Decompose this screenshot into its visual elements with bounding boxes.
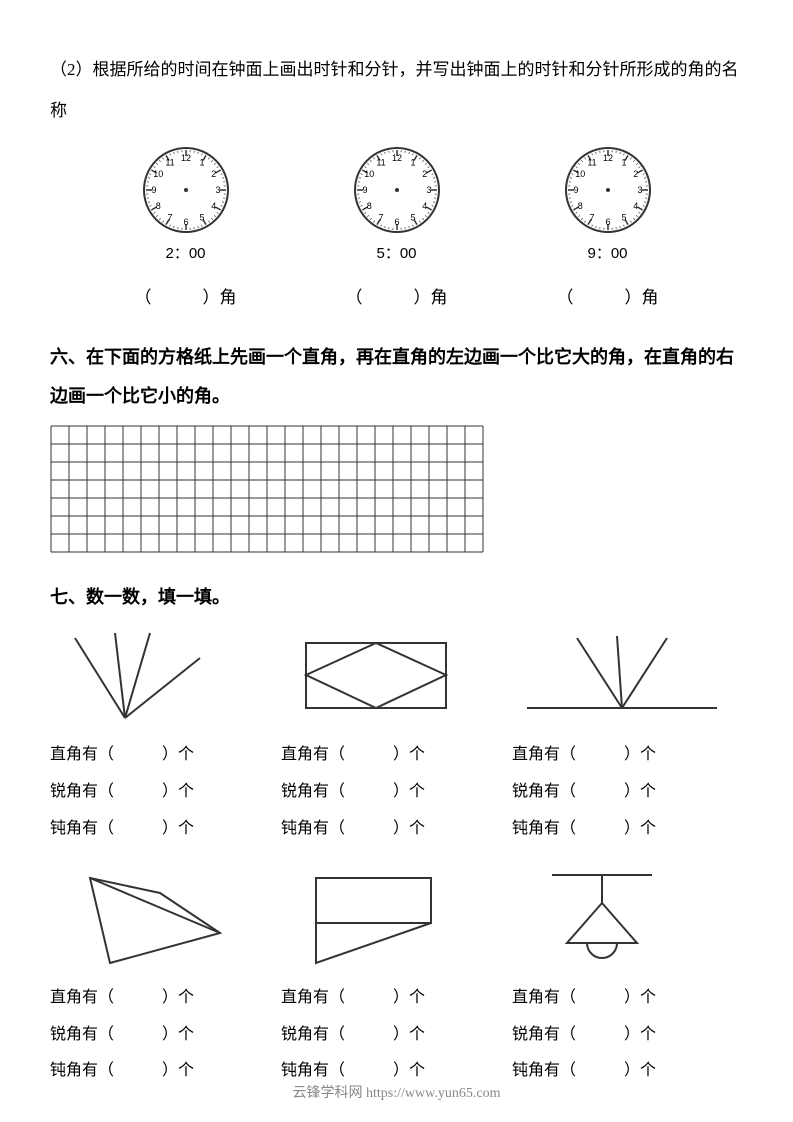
count-acute: 锐角有（ ）个 (281, 774, 512, 811)
svg-text:6: 6 (605, 217, 610, 227)
svg-text:8: 8 (577, 201, 582, 211)
figure-cell: 直角有（ ）个 锐角有（ ）个 钝角有（ ）个 (512, 868, 743, 1090)
answer-blank: （ ）角 (533, 283, 683, 308)
svg-text:8: 8 (155, 201, 160, 211)
clock-answers-row: （ ）角 （ ）角 （ ）角 (50, 283, 743, 308)
clock-face: 123456789101112 (349, 142, 445, 238)
count-right: 直角有（ ）个 (50, 737, 281, 774)
svg-text:12: 12 (180, 153, 190, 163)
count-right: 直角有（ ）个 (281, 737, 512, 774)
svg-text:1: 1 (621, 157, 626, 167)
count-right: 直角有（ ）个 (50, 980, 281, 1017)
svg-text:1: 1 (410, 157, 415, 167)
figures-row-2: 直角有（ ）个 锐角有（ ）个 钝角有（ ）个 直角有（ ）个 锐角有（ ）个 … (50, 868, 743, 1090)
svg-text:4: 4 (422, 201, 427, 211)
svg-text:12: 12 (391, 153, 401, 163)
figure-cell: 直角有（ ）个 锐角有（ ）个 钝角有（ ）个 (281, 868, 512, 1090)
page-footer: 云锋学科网 https://www.yun65.com (0, 1082, 793, 1102)
figure-cell: 直角有（ ）个 锐角有（ ）个 钝角有（ ）个 (281, 625, 512, 847)
svg-text:6: 6 (394, 217, 399, 227)
figure-cell: 直角有（ ）个 锐角有（ ）个 钝角有（ ）个 (50, 625, 281, 847)
count-acute: 锐角有（ ）个 (512, 1017, 743, 1054)
figure-cell: 直角有（ ）个 锐角有（ ）个 钝角有（ ）个 (50, 868, 281, 1090)
question-2-text: （2）根据所给的时间在钟面上画出时针和分针，并写出钟面上的时针和分针所形成的角的… (50, 50, 743, 132)
section-7-title: 七、数一数，填一填。 (50, 578, 743, 618)
count-acute: 锐角有（ ）个 (50, 774, 281, 811)
svg-text:2: 2 (211, 169, 216, 179)
svg-text:7: 7 (167, 212, 172, 222)
svg-text:4: 4 (633, 201, 638, 211)
svg-text:11: 11 (587, 157, 596, 167)
clock-face: 123456789101112 (560, 142, 656, 238)
count-acute: 锐角有（ ）个 (512, 774, 743, 811)
svg-text:11: 11 (376, 157, 385, 167)
clocks-row: 123456789101112 2：00 123456789101112 5：0… (50, 142, 743, 263)
svg-text:5: 5 (410, 212, 415, 222)
svg-text:10: 10 (575, 169, 585, 179)
count-acute: 锐角有（ ）个 (50, 1017, 281, 1054)
clock-face: 123456789101112 (138, 142, 234, 238)
svg-text:7: 7 (589, 212, 594, 222)
grid-svg (50, 425, 484, 553)
clock-time-label: 5：00 (376, 242, 416, 263)
svg-text:9: 9 (151, 185, 156, 195)
clock-time-label: 9：00 (587, 242, 627, 263)
svg-text:12: 12 (602, 153, 612, 163)
svg-text:1: 1 (199, 157, 204, 167)
figure-lamp (512, 868, 743, 968)
svg-text:5: 5 (621, 212, 626, 222)
svg-text:3: 3 (637, 185, 642, 195)
svg-text:4: 4 (211, 201, 216, 211)
answer-blank: （ ）角 (322, 283, 472, 308)
count-acute: 锐角有（ ）个 (281, 1017, 512, 1054)
svg-text:7: 7 (378, 212, 383, 222)
svg-text:2: 2 (422, 169, 427, 179)
figure-flag (281, 868, 512, 968)
svg-text:10: 10 (364, 169, 374, 179)
figure-kite (50, 868, 281, 968)
clock-time-label: 2：00 (165, 242, 205, 263)
svg-text:5: 5 (199, 212, 204, 222)
svg-text:8: 8 (366, 201, 371, 211)
svg-text:2: 2 (633, 169, 638, 179)
count-right: 直角有（ ）个 (281, 980, 512, 1017)
clock-item: 123456789101112 9：00 (560, 142, 656, 263)
clock-item: 123456789101112 2：00 (138, 142, 234, 263)
clock-item: 123456789101112 5：00 (349, 142, 445, 263)
count-obtuse: 钝角有（ ）个 (281, 811, 512, 848)
svg-text:3: 3 (426, 185, 431, 195)
svg-text:9: 9 (573, 185, 578, 195)
count-right: 直角有（ ）个 (512, 980, 743, 1017)
svg-text:10: 10 (153, 169, 163, 179)
count-obtuse: 钝角有（ ）个 (50, 811, 281, 848)
svg-text:11: 11 (165, 157, 174, 167)
count-right: 直角有（ ）个 (512, 737, 743, 774)
count-obtuse: 钝角有（ ）个 (512, 811, 743, 848)
figure-fan-angles (50, 625, 281, 725)
figure-rectangle-diamond (281, 625, 512, 725)
figure-cell: 直角有（ ）个 锐角有（ ）个 钝角有（ ）个 (512, 625, 743, 847)
answer-blank: （ ）角 (111, 283, 261, 308)
figures-row-1: 直角有（ ）个 锐角有（ ）个 钝角有（ ）个 直角有（ ）个 锐角有（ ）个 … (50, 625, 743, 847)
svg-text:3: 3 (215, 185, 220, 195)
grid-paper (50, 425, 743, 558)
svg-text:9: 9 (362, 185, 367, 195)
section-6-title: 六、在下面的方格纸上先画一个直角，再在直角的左边画一个比它大的角，在直角的右边画… (50, 338, 743, 417)
svg-text:6: 6 (183, 217, 188, 227)
figure-wide-fan (512, 625, 743, 725)
